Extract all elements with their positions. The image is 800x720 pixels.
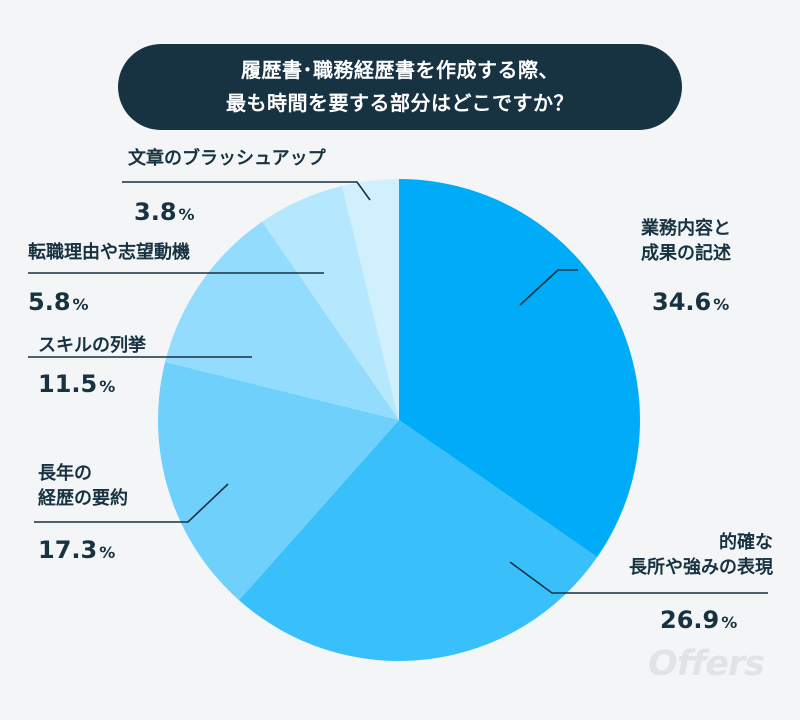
pie-slice-2: [238, 420, 598, 661]
slice-label-3-line-1: 長年の: [38, 463, 92, 484]
slice-label-1-line-2: 成果の記述: [641, 243, 731, 264]
slice-label-5: 転職理由や志望動機: [28, 240, 190, 265]
slice-value-number-6: 3.8: [134, 198, 177, 226]
pie-slice-1: [399, 179, 640, 558]
slice-label-4-line-1: スキルの列挙: [38, 335, 146, 356]
offers-logo: Offers: [648, 644, 765, 684]
slice-value-5: 5.8%: [28, 288, 89, 319]
leader-lines: [28, 181, 768, 594]
slice-value-number-3: 17.3: [38, 536, 98, 564]
slice-value-unit-3: %: [99, 543, 116, 562]
slice-value-4: 11.5%: [38, 370, 115, 401]
slice-label-2-line-2: 長所や強みの表現: [629, 557, 773, 578]
slice-label-4: スキルの列挙: [38, 333, 146, 358]
chart-title-bubble: 履歴書･職務経歴書を作成する際、 最も時間を要する部分はどこですか？: [118, 44, 682, 130]
chart-title-line-2: 最も時間を要する部分はどこですか？: [226, 91, 574, 115]
slice-value-3: 17.3%: [38, 536, 115, 567]
leader-line-2: [509, 561, 768, 594]
slice-value-unit-5: %: [72, 295, 89, 314]
leader-line-3: [34, 483, 229, 523]
slice-value-unit-1: %: [713, 295, 730, 314]
slice-value-number-1: 34.6: [652, 288, 712, 316]
slice-value-unit-2: %: [721, 613, 738, 632]
slice-value-number-5: 5.8: [28, 288, 71, 316]
slice-label-1: 業務内容と成果の記述: [641, 216, 731, 266]
slice-value-number-4: 11.5: [38, 370, 98, 398]
slice-value-1: 34.6%: [652, 288, 729, 319]
slice-label-6: 文章のブラッシュアップ: [128, 146, 326, 171]
slice-label-3-line-2: 経歴の要約: [38, 488, 128, 509]
chart-title-line-1: 履歴書･職務経歴書を作成する際、: [241, 58, 559, 82]
slice-value-6: 3.8%: [134, 198, 195, 229]
slice-value-number-2: 26.9: [660, 606, 720, 634]
pie-slice-3: [157, 361, 399, 601]
leader-line-6: [122, 181, 371, 201]
slice-label-3: 長年の 経歴の要約: [38, 461, 128, 511]
slice-value-unit-6: %: [178, 205, 195, 224]
pie-slice-4: [165, 221, 399, 420]
slice-value-unit-4: %: [99, 377, 116, 396]
pie-slice-6: [341, 179, 399, 420]
pie-slice-5: [262, 185, 399, 420]
slice-label-2: 的確な長所や強みの表現: [629, 530, 773, 580]
slice-value-2: 26.9%: [660, 606, 737, 637]
leader-line-1: [519, 269, 578, 306]
slice-label-5-line-1: 転職理由や志望動機: [28, 242, 190, 263]
slice-label-2-line-1: 的確な: [719, 532, 773, 553]
slice-label-1-line-1: 業務内容と: [641, 218, 731, 239]
pie-slices: [157, 179, 640, 661]
slice-label-6-line-1: 文章のブラッシュアップ: [128, 148, 326, 169]
